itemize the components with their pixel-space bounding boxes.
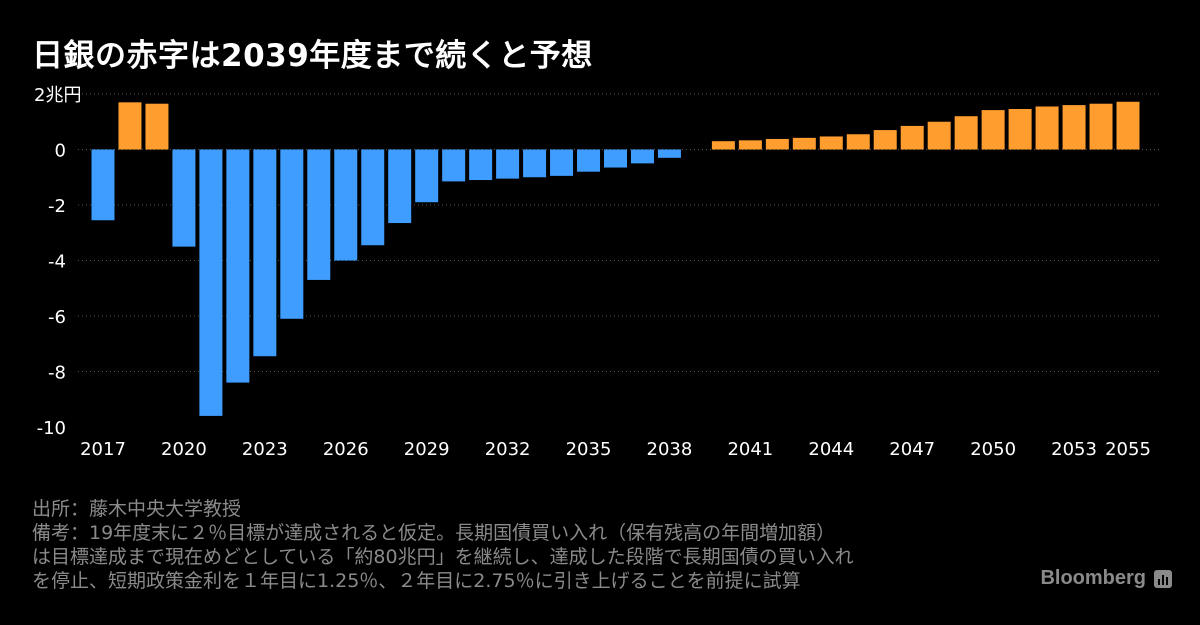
y-tick-label: -6 bbox=[48, 307, 66, 328]
y-tick-label: 2兆円 bbox=[34, 85, 81, 106]
y-tick-label: -8 bbox=[48, 363, 66, 384]
x-tick-label: 2055 bbox=[1105, 439, 1151, 460]
bar-2034 bbox=[550, 149, 574, 176]
x-tick-label: 2020 bbox=[161, 439, 207, 460]
bar-2025 bbox=[307, 149, 331, 280]
bar-2055 bbox=[1116, 101, 1140, 150]
x-tick-label: 2053 bbox=[1051, 439, 1097, 460]
x-tick-label: 2026 bbox=[323, 439, 369, 460]
bar-2032 bbox=[496, 149, 520, 179]
bar-2020 bbox=[172, 149, 196, 247]
bar-2035 bbox=[577, 149, 601, 172]
bar-2048 bbox=[927, 121, 951, 150]
bar-2038 bbox=[657, 149, 681, 158]
x-tick-label: 2038 bbox=[647, 439, 693, 460]
bar-2022 bbox=[226, 149, 250, 383]
x-tick-label: 2050 bbox=[970, 439, 1016, 460]
x-tick-label: 2032 bbox=[485, 439, 531, 460]
x-tick-label: 2044 bbox=[808, 439, 854, 460]
bar-2018 bbox=[118, 102, 142, 150]
brand-name: Bloomberg bbox=[1040, 567, 1146, 589]
x-tick-label: 2029 bbox=[404, 439, 450, 460]
bar-2045 bbox=[846, 134, 870, 150]
chart-title: 日銀の赤字は2039年度まで続くと予想 bbox=[32, 38, 593, 74]
y-tick-label: -4 bbox=[48, 252, 66, 273]
bar-2047 bbox=[900, 125, 924, 150]
bar-2053 bbox=[1062, 105, 1086, 150]
bar-2041 bbox=[738, 140, 762, 150]
y-tick-label: 0 bbox=[55, 141, 66, 162]
bar-2024 bbox=[280, 149, 304, 319]
bar-2040 bbox=[711, 141, 735, 150]
footnote-note-line-1: 備考：19年度末に２％目標が達成されると仮定。長期国債買い入れ（保有残高の年間増… bbox=[32, 522, 836, 544]
x-tick-label: 2041 bbox=[727, 439, 773, 460]
bar-2019 bbox=[145, 103, 169, 150]
y-tick-label: -10 bbox=[37, 418, 66, 439]
bar-2029 bbox=[415, 149, 439, 203]
bars bbox=[91, 101, 1140, 416]
bar-2042 bbox=[765, 138, 789, 150]
x-tick-label: 2035 bbox=[566, 439, 612, 460]
bar-2044 bbox=[819, 136, 843, 150]
bar-2033 bbox=[523, 149, 547, 178]
bar-2023 bbox=[253, 149, 277, 357]
bar-2036 bbox=[604, 149, 627, 168]
bar-2037 bbox=[630, 149, 654, 164]
bar-2051 bbox=[1008, 108, 1032, 150]
y-tick-label: -2 bbox=[48, 196, 66, 217]
bar-2043 bbox=[792, 137, 816, 150]
footnote-note-line-2: は目標達成まで現在めどとしている「約80兆円」を継続し、達成した段階で長期国債の… bbox=[32, 546, 854, 568]
bar-2027 bbox=[361, 149, 385, 246]
bar-2049 bbox=[954, 116, 978, 150]
bar-2026 bbox=[334, 149, 358, 261]
bar-2028 bbox=[388, 149, 412, 224]
footnote-note-line-3: を停止、短期政策金利を１年目に1.25％、２年目に2.75％に引き上げることを前… bbox=[32, 570, 801, 592]
footnote: 出所：藤木中央大学教授 備考：19年度末に２％目標が達成されると仮定。長期国債買… bbox=[32, 497, 854, 593]
bar-2030 bbox=[442, 149, 466, 182]
bar-2017 bbox=[91, 149, 115, 221]
x-axis-tick-labels: 2017 2020 2023 2026 2029 2032 2035 2038 2041 2044… bbox=[80, 439, 1151, 460]
bar-2054 bbox=[1089, 103, 1113, 150]
bar-2052 bbox=[1035, 106, 1059, 150]
bar-2050 bbox=[981, 110, 1005, 150]
x-tick-label: 2023 bbox=[242, 439, 288, 460]
bar-2021 bbox=[199, 149, 223, 416]
bar-chart: 2兆円 0 -2 -4 -6 -8 -10 2017 2020 2023 2026 2029 2032… bbox=[34, 85, 1160, 460]
y-axis-tick-labels: 2兆円 0 -2 -4 -6 -8 -10 bbox=[34, 85, 81, 439]
footnote-source: 出所：藤木中央大学教授 bbox=[32, 498, 242, 520]
bar-2031 bbox=[469, 149, 493, 181]
x-tick-label: 2047 bbox=[889, 439, 935, 460]
brand: Bloomberg bbox=[1040, 567, 1172, 590]
bar-2046 bbox=[873, 130, 897, 150]
x-tick-label: 2017 bbox=[80, 439, 126, 460]
bloomberg-terminal-icon bbox=[1154, 569, 1172, 588]
